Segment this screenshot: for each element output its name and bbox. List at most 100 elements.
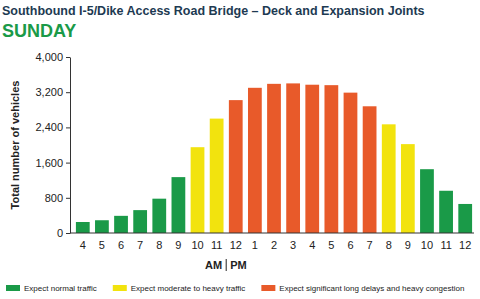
- bar: [229, 100, 243, 233]
- legend-label: Expect moderate to heavy traffic: [131, 284, 246, 293]
- tick-label: 2: [271, 239, 277, 251]
- y-axis: 0 800 1,600 2,400 3,200 4,000: [35, 51, 70, 239]
- axis-line: [70, 233, 474, 234]
- bar: [172, 177, 186, 233]
- tick-label: 3: [290, 239, 296, 251]
- title: Southbound I-5/Dike Access Road Bridge –…: [2, 4, 425, 18]
- bar: [114, 216, 128, 233]
- tick-label: 9: [175, 239, 181, 251]
- bar: [191, 147, 205, 233]
- tick-label: 8: [156, 239, 162, 251]
- tick-label: 10: [191, 239, 203, 251]
- tick-label: 0: [57, 227, 63, 239]
- tick: 10: [191, 239, 203, 251]
- tick: 800: [45, 192, 70, 204]
- tick: 0: [57, 227, 70, 239]
- legend-swatch: [6, 285, 20, 291]
- tick-label: 7: [367, 239, 373, 251]
- bar: [324, 85, 338, 233]
- x-axis: 456789101112123456789101112: [70, 233, 474, 251]
- tick-mark: [66, 233, 70, 234]
- bar: [420, 169, 434, 233]
- tick-mark: [66, 92, 70, 93]
- bar: [305, 85, 319, 233]
- bar: [95, 220, 109, 233]
- legend-swatch: [113, 285, 127, 291]
- tick-label: 3,200: [35, 86, 63, 98]
- annotation: AM: [205, 259, 222, 271]
- tick-label: 12: [459, 239, 471, 251]
- tick: 1: [252, 239, 258, 251]
- chart: Southbound I-5/Dike Access Road Bridge –…: [0, 0, 480, 299]
- legend-label: Expect normal traffic: [24, 284, 97, 293]
- legend-label: Expect significant long delays and heavy…: [279, 284, 464, 293]
- tick-label: 6: [347, 239, 353, 251]
- tick-label: 7: [137, 239, 143, 251]
- tick-mark: [66, 198, 70, 199]
- annotation: PM: [230, 259, 247, 271]
- tick-mark: [66, 163, 70, 164]
- tick-label: 800: [45, 192, 63, 204]
- tick: 8: [386, 239, 392, 251]
- tick-label: 12: [230, 239, 242, 251]
- tick-label: 4,000: [35, 51, 63, 63]
- tick-label: 9: [405, 239, 411, 251]
- bar: [344, 93, 358, 233]
- tick: 4: [309, 239, 315, 251]
- tick: 2,400: [35, 121, 70, 133]
- tick-label: 11: [211, 239, 222, 251]
- tick: 9: [175, 239, 181, 251]
- tick: 3,200: [35, 86, 70, 98]
- tick-label: 1: [252, 239, 258, 251]
- legend-item: Expect significant long delays and heavy…: [261, 284, 464, 293]
- legend-item: Expect normal traffic: [6, 284, 97, 293]
- tick: 11: [440, 239, 451, 251]
- bar: [76, 222, 90, 233]
- tick-label: 8: [386, 239, 392, 251]
- bar: [382, 124, 396, 233]
- bar: [286, 83, 300, 233]
- tick: 12: [459, 239, 471, 251]
- tick: 8: [156, 239, 162, 251]
- legend: Expect normal traffic Expect moderate to …: [6, 284, 464, 293]
- tick: 7: [367, 239, 373, 251]
- tick: 10: [421, 239, 433, 251]
- tick: 6: [347, 239, 353, 251]
- bar: [401, 144, 415, 233]
- bar: [267, 84, 281, 233]
- divider: [226, 259, 227, 271]
- tick-label: 2,400: [35, 121, 63, 133]
- tick-mark: [66, 57, 70, 58]
- tick: 11: [211, 239, 222, 251]
- axis-line: [70, 58, 71, 234]
- bar: [133, 210, 147, 233]
- axis-title: Total number of vehicles: [9, 81, 21, 210]
- tick-label: 5: [99, 239, 105, 251]
- tick: 3: [290, 239, 296, 251]
- legend-swatch: [261, 285, 275, 291]
- tick: 7: [137, 239, 143, 251]
- bar: [248, 88, 262, 233]
- tick-label: 4: [309, 239, 315, 251]
- tick: 9: [405, 239, 411, 251]
- tick-label: 11: [440, 239, 451, 251]
- tick: 5: [99, 239, 105, 251]
- subtitle: SUNDAY: [2, 21, 76, 41]
- tick: 2: [271, 239, 277, 251]
- tick-mark: [66, 127, 70, 128]
- bar: [210, 119, 224, 233]
- tick-label: 1,600: [35, 157, 63, 169]
- legend-item: Expect moderate to heavy traffic: [113, 284, 246, 293]
- tick: 12: [230, 239, 242, 251]
- tick: 5: [328, 239, 334, 251]
- bar: [439, 191, 453, 233]
- bar: [152, 199, 166, 233]
- bar: [363, 106, 377, 233]
- bar: [458, 204, 472, 233]
- tick-label: 4: [80, 239, 86, 251]
- tick-label: 6: [118, 239, 124, 251]
- tick: 1,600: [35, 157, 70, 169]
- tick-label: 5: [328, 239, 334, 251]
- tick: 4,000: [35, 51, 70, 63]
- tick-label: 10: [421, 239, 433, 251]
